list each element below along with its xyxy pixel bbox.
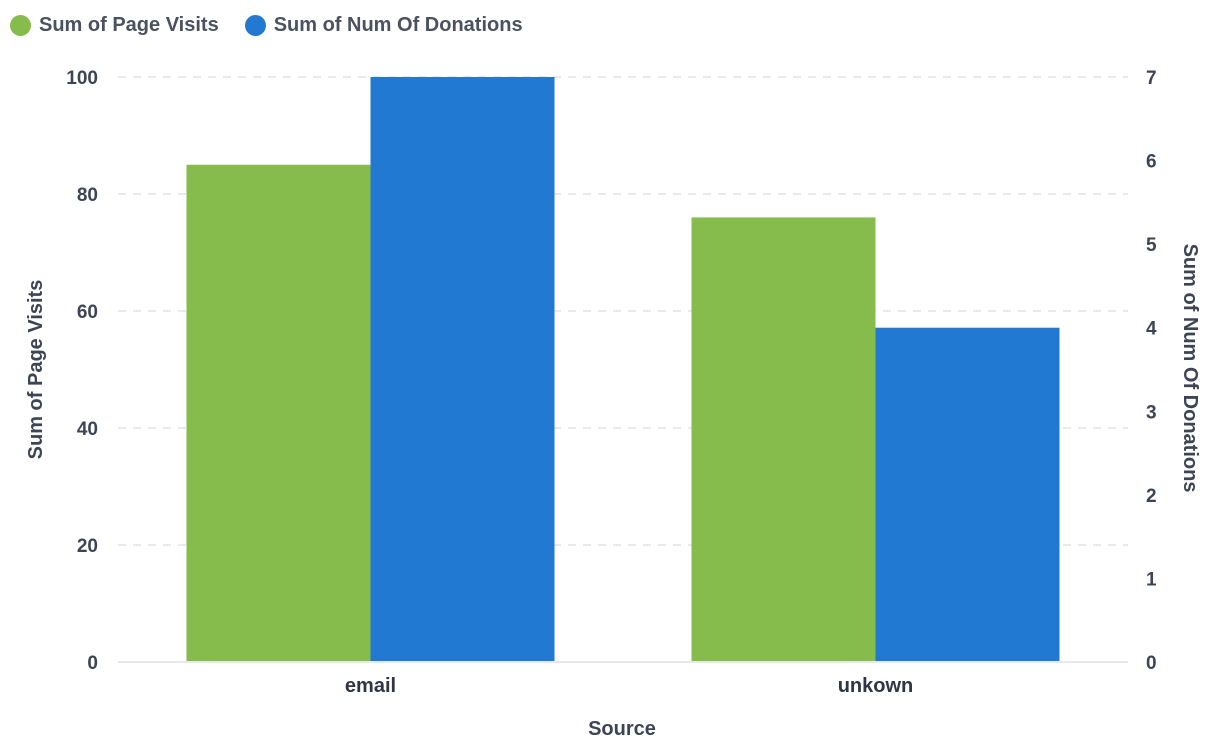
right-tick-label-3: 3	[1146, 402, 1157, 423]
right-tick-label-4: 4	[1146, 319, 1157, 340]
y-axis-left-title: Sum of Page Visits	[25, 280, 47, 460]
category-label-1: unkown	[838, 675, 914, 697]
legend-item-page-visits[interactable]: Sum of Page Visits	[10, 14, 219, 37]
legend-swatch-donations	[244, 14, 266, 36]
right-tick-label-1: 1	[1146, 569, 1157, 590]
chart-legend: Sum of Page Visits Sum of Num Of Donatio…	[10, 10, 523, 40]
x-axis-title: Source	[588, 718, 656, 738]
category-label-0: email	[345, 675, 396, 697]
bar-donations-email[interactable]	[370, 77, 555, 662]
bar-donations-unkown[interactable]	[875, 327, 1060, 662]
right-tick-label-2: 2	[1146, 486, 1157, 507]
bar-page-visits-unkown[interactable]	[691, 217, 876, 662]
legend-item-donations[interactable]: Sum of Num Of Donations	[244, 13, 523, 37]
right-tick-label-6: 6	[1146, 152, 1157, 173]
bar-page-visits-email[interactable]	[186, 164, 371, 662]
right-axis-ticks: 0 1 2 3 4 5 6 7	[1146, 68, 1157, 674]
left-tick-label-1: 20	[77, 536, 98, 557]
category-labels: email unkown	[345, 675, 913, 697]
bars	[186, 77, 1060, 662]
y-axis-right-title: Sum of Num Of Donations	[1179, 244, 1201, 493]
legend-label-donations: Sum of Num Of Donations	[273, 13, 523, 36]
legend-swatch-page-visits	[10, 14, 31, 36]
left-axis-ticks: 0 20 40 60 80 100	[66, 68, 98, 674]
left-tick-label-0: 0	[87, 653, 98, 674]
left-tick-label-4: 80	[77, 185, 98, 206]
left-tick-label-5: 100	[66, 68, 98, 89]
right-tick-label-0: 0	[1146, 653, 1157, 674]
left-tick-label-2: 40	[77, 419, 98, 440]
right-tick-label-7: 7	[1146, 68, 1157, 89]
left-tick-label-3: 60	[77, 302, 98, 323]
right-tick-label-5: 5	[1146, 235, 1157, 256]
legend-label-page-visits: Sum of Page Visits	[39, 13, 219, 36]
